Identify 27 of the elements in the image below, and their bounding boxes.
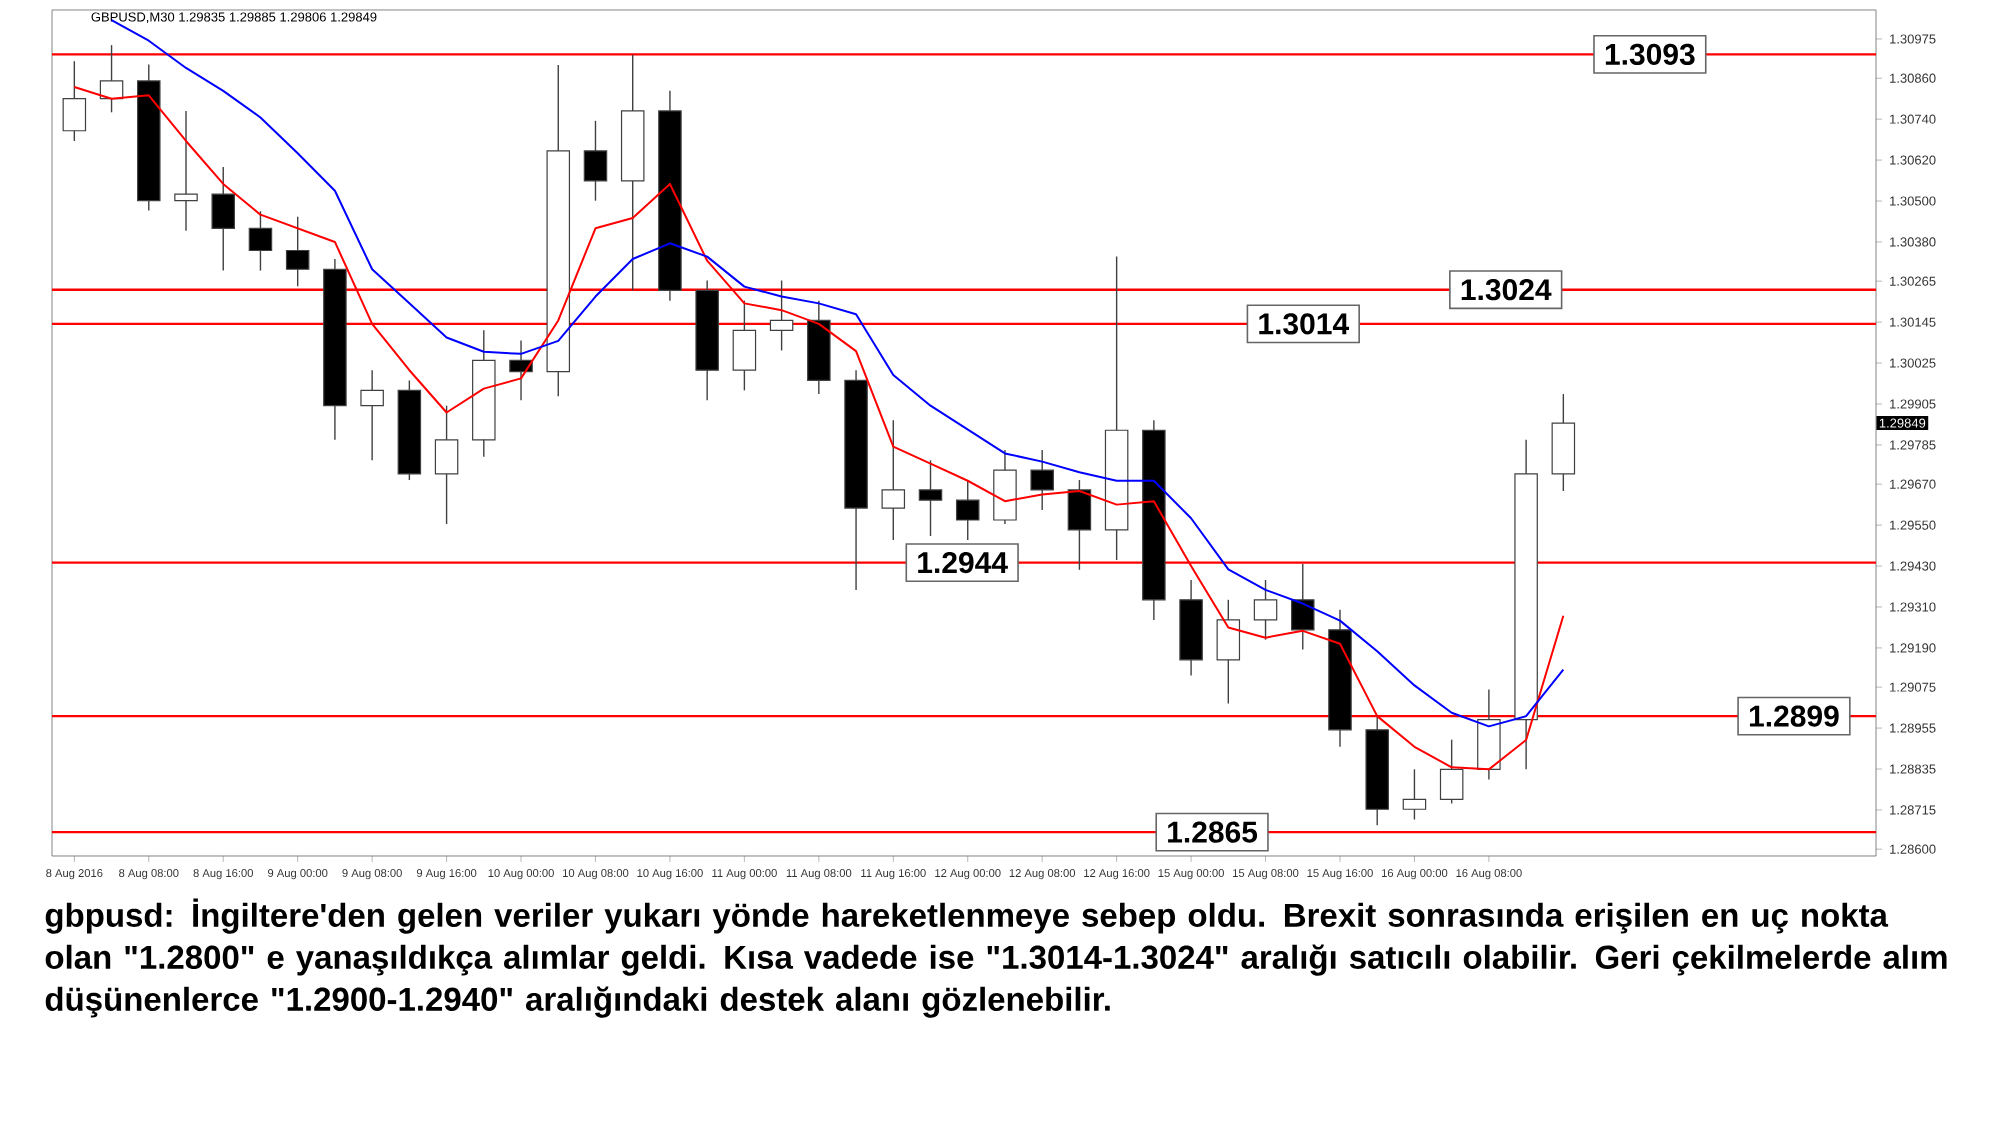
candlestick — [62, 60, 87, 142]
ref-line-label: 1.3093 — [1605, 43, 1695, 65]
ref-line-label: 1.2899 — [1749, 705, 1839, 727]
ref-line-label: 1.2944 — [918, 551, 1008, 574]
candlestick — [434, 405, 459, 525]
candlestick — [360, 369, 384, 461]
candlestick — [881, 419, 906, 541]
candlestick — [248, 210, 273, 272]
candlestick — [769, 279, 794, 352]
ref-line-label: 1.2865 — [1168, 821, 1258, 843]
ref-line-label: 1.3014 — [1259, 313, 1349, 335]
ref-line-label: 1.3024 — [1461, 279, 1552, 301]
candlestick — [732, 299, 757, 392]
candlestick — [211, 166, 235, 272]
candlestick — [918, 459, 943, 537]
candlestick — [1067, 479, 1092, 571]
candlestick — [285, 216, 310, 287]
candlestick — [1030, 449, 1054, 511]
candlestick — [583, 120, 608, 202]
candlestick — [1216, 599, 1241, 705]
candlestick — [1253, 579, 1278, 641]
candlestick — [1402, 768, 1427, 821]
candlestick — [174, 110, 198, 232]
text: gbpusd: İngiltere'den gelen veriler yukarı yönde hareketlenmeye sebep oldu. Brexit sonrasında erişilen en uç nokta olan "1.2800" e yanaşıldıkça alımlar geldi. Kısa vadede ise "1.3014-1.3024" aralığı satıcılı olabilir. Geri çekilmelerde alım düşünenlerce "1.2900-1.2940" aralığındaki destek alanı gözlenebilir. — [45, 898, 1947, 1018]
candlestick — [1439, 738, 1464, 805]
candlestick — [955, 479, 980, 541]
candlestick — [1291, 563, 1315, 651]
